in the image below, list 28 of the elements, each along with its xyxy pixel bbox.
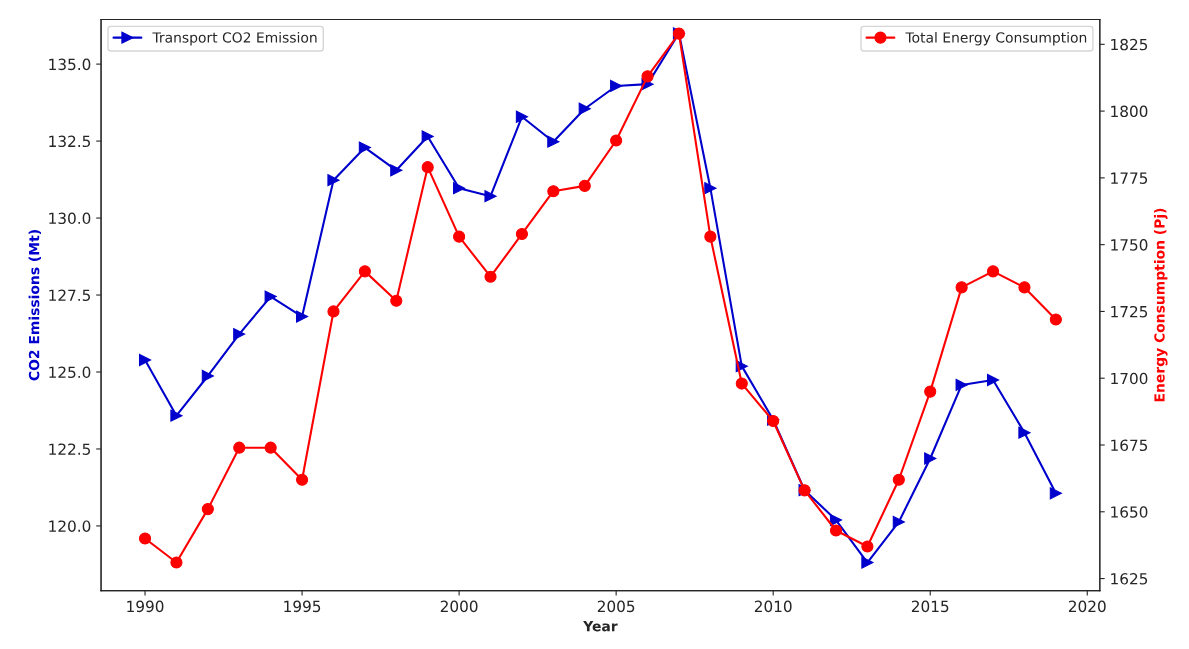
x-tick-label: 2010 xyxy=(754,600,792,613)
x-tick-label: 1995 xyxy=(284,600,321,613)
y-tick-label: 127.5 xyxy=(49,289,91,302)
y-tick-label: 135.0 xyxy=(49,58,91,71)
y2-tick-label: 1825 xyxy=(1111,38,1148,51)
legend-label: Total Energy Consumption xyxy=(905,31,1087,46)
y2-tick-label: 1650 xyxy=(1111,506,1148,518)
x-tick-label: 1990 xyxy=(127,600,164,613)
y2-tick-label: 1750 xyxy=(1111,239,1148,251)
y-tick-label: 132.5 xyxy=(49,135,91,148)
y-axis-title: CO2 Emissions (Mt) xyxy=(28,230,41,381)
y-tick-label: 125.0 xyxy=(49,366,91,379)
y2-tick-label: 1675 xyxy=(1111,439,1148,452)
x-tick-label: 2020 xyxy=(1068,600,1106,613)
x-tick-label: 2005 xyxy=(597,600,635,613)
y2-tick-label: 1800 xyxy=(1111,105,1148,118)
y-tick-label: 120.0 xyxy=(49,520,91,532)
x-tick-label: 2015 xyxy=(911,600,949,613)
y2-tick-label: 1625 xyxy=(1111,573,1148,585)
y2-axis-title: Energy Consumption (Pj) xyxy=(1153,208,1168,402)
y2-tick-label: 1700 xyxy=(1111,372,1148,385)
y2-tick-label: 1725 xyxy=(1111,305,1148,318)
y-tick-label: 130.0 xyxy=(49,212,91,225)
legend-label: Transport CO2 Emission xyxy=(152,31,317,46)
x-axis-title: Year xyxy=(583,621,618,632)
y-tick-label: 122.5 xyxy=(49,443,91,455)
y2-tick-label: 1775 xyxy=(1111,172,1148,184)
x-tick-label: 2000 xyxy=(440,600,478,613)
